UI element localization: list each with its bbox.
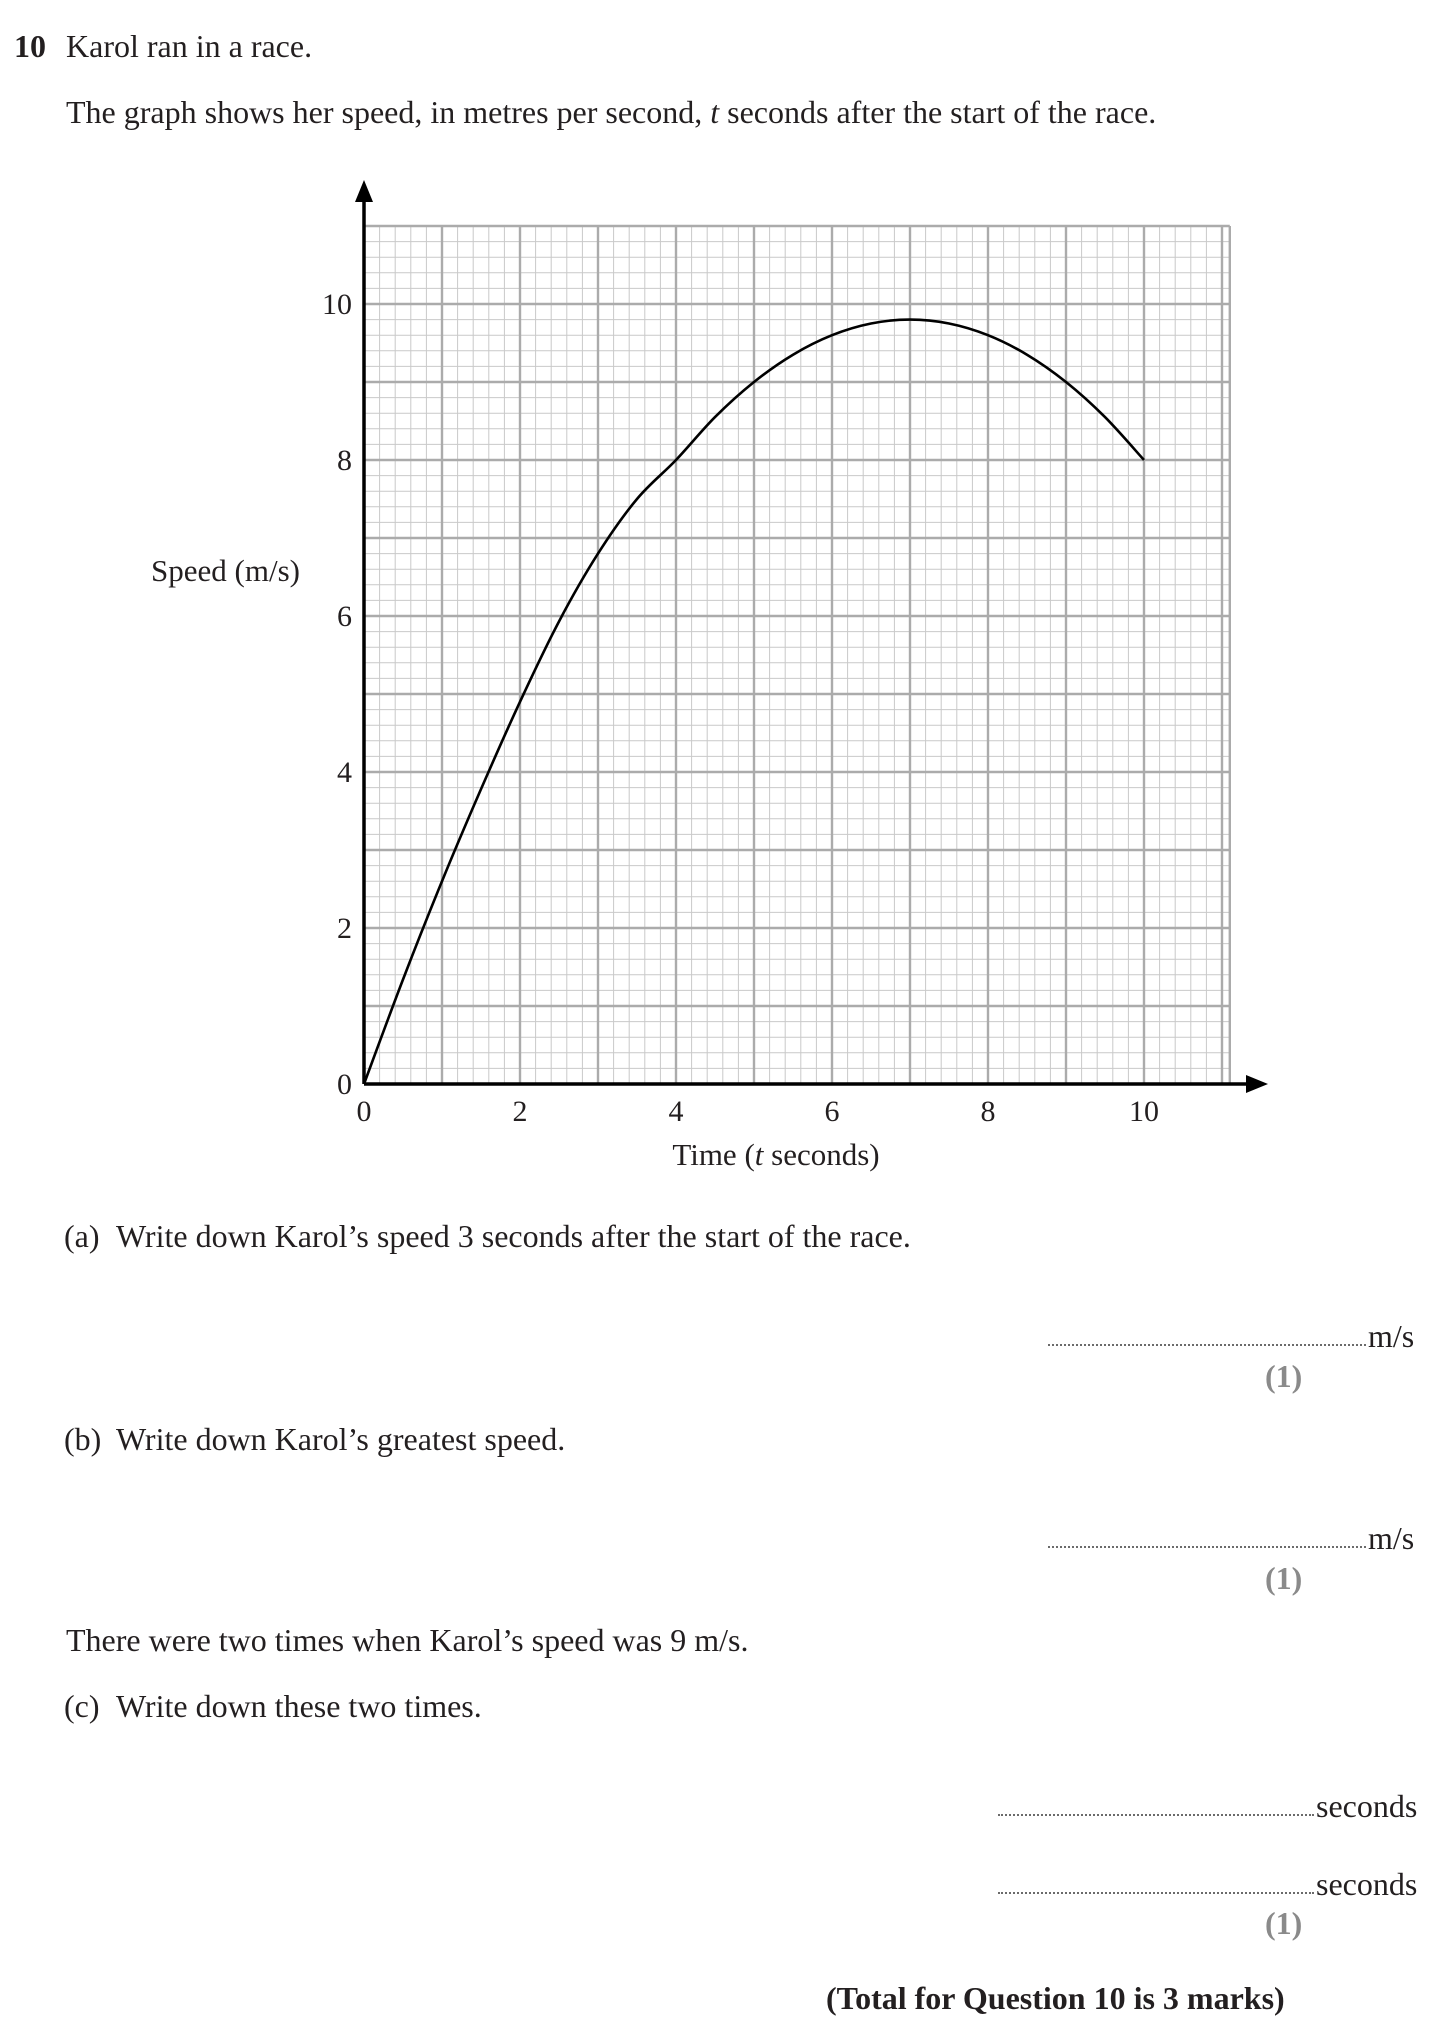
- part-a-label: (a): [64, 1218, 100, 1254]
- y-axis-title: Speed (m/s): [151, 553, 300, 588]
- y-tick-label: 2: [337, 912, 352, 945]
- x-axis-title-prefix: Time (: [672, 1137, 754, 1172]
- y-axis-arrow: [355, 180, 373, 202]
- x-tick-label: 8: [981, 1095, 996, 1128]
- speed-curve: [362, 318, 1145, 1085]
- x-axis-title-variable: t: [755, 1137, 765, 1172]
- axes: [355, 180, 1268, 1093]
- tick-labels: 0 2 4 6 8 10 0 2 4 6 8 10: [322, 288, 1159, 1128]
- x-axis-title-suffix: seconds): [763, 1137, 879, 1172]
- part-b-answer-line[interactable]: [1048, 1546, 1366, 1548]
- question-description: The graph shows her speed, in metres per…: [66, 96, 1156, 128]
- grid-minor-lines: [364, 226, 1230, 1084]
- x-tick-label: 6: [825, 1095, 840, 1128]
- question-intro: Karol ran in a race.: [66, 28, 313, 64]
- speed-time-graph: 0 2 4 6 8 10 0 2 4 6 8 10 Speed (m/s) Time (t second…: [151, 180, 1268, 1172]
- question-total: (Total for Question 10 is 3 marks): [826, 1980, 1285, 2016]
- grid-frame: [364, 224, 1232, 1084]
- x-axis-title: Time (t seconds): [672, 1137, 879, 1172]
- y-tick-label: 0: [337, 1068, 352, 1101]
- part-c-stem: There were two times when Karol’s speed …: [66, 1622, 749, 1658]
- x-tick-label: 4: [669, 1095, 684, 1128]
- part-b-question: Write down Karol’s greatest speed.: [116, 1421, 566, 1457]
- part-c-unit-1: seconds: [1316, 1788, 1418, 1824]
- part-a-question: Write down Karol’s speed 3 seconds after…: [116, 1218, 911, 1254]
- part-c-label: (c): [64, 1688, 100, 1724]
- x-tick-label: 2: [513, 1095, 528, 1128]
- description-variable: t: [710, 94, 720, 130]
- part-a-answer-line[interactable]: [1048, 1344, 1366, 1346]
- part-c-question: Write down these two times.: [116, 1688, 482, 1724]
- part-c-unit-2: seconds: [1316, 1866, 1418, 1902]
- y-tick-label: 6: [337, 600, 352, 633]
- part-c-mark: (1): [1265, 1905, 1303, 1941]
- part-c-answer-line-2[interactable]: [998, 1892, 1314, 1894]
- description-before: The graph shows her speed, in metres per…: [66, 94, 711, 130]
- part-b-label: (b): [64, 1421, 102, 1457]
- y-tick-label: 4: [337, 756, 352, 789]
- x-tick-label: 0: [357, 1095, 372, 1128]
- part-a-mark: (1): [1265, 1358, 1303, 1394]
- grid-major-lines: [364, 226, 1230, 1084]
- part-b-unit: m/s: [1368, 1520, 1415, 1556]
- part-c-answer-line-1[interactable]: [998, 1814, 1314, 1816]
- y-tick-label: 8: [337, 444, 352, 477]
- speed-curve-line: [362, 318, 1145, 1085]
- part-a-unit: m/s: [1368, 1318, 1415, 1354]
- y-tick-label: 10: [322, 288, 352, 321]
- x-axis-arrow: [1246, 1075, 1268, 1093]
- axis-titles: Speed (m/s) Time (t seconds): [151, 553, 880, 1172]
- question-number: 10: [14, 28, 46, 64]
- part-b-mark: (1): [1265, 1560, 1303, 1596]
- x-tick-label: 10: [1129, 1095, 1159, 1128]
- description-after: seconds after the start of the race.: [719, 94, 1157, 130]
